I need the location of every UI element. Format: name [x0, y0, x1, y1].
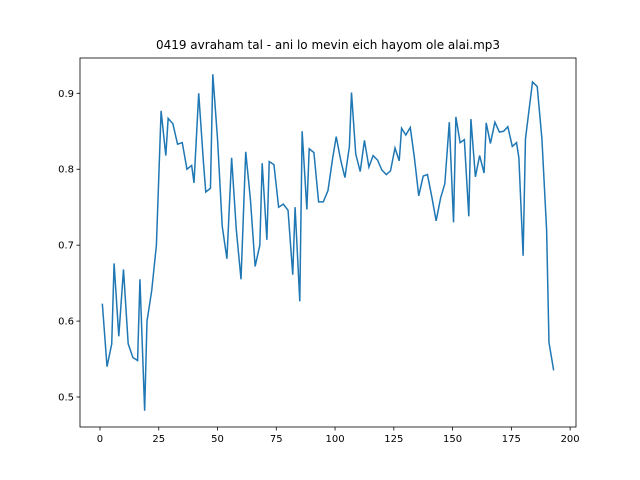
axes-frame	[79, 57, 577, 428]
x-tick-label: 175	[502, 434, 521, 445]
x-tick-label: 100	[326, 434, 345, 445]
x-tick-label: 150	[443, 434, 462, 445]
y-tick-label: 0.5	[58, 393, 74, 404]
x-tick-label: 75	[270, 434, 283, 445]
y-tick-label: 0.7	[58, 241, 74, 252]
y-tick-label: 0.8	[58, 165, 74, 176]
data-line	[101, 74, 555, 411]
x-tick-label: 50	[211, 434, 224, 445]
y-tick-label: 0.9	[58, 89, 74, 100]
x-tick-label: 200	[561, 434, 580, 445]
x-tick-label: 125	[384, 434, 403, 445]
x-tick-label: 25	[152, 434, 165, 445]
y-tick-label: 0.6	[58, 317, 74, 328]
chart-title: 0419 avraham tal - ani lo mevin eich hay…	[156, 38, 500, 52]
x-tick-label: 0	[97, 434, 103, 445]
